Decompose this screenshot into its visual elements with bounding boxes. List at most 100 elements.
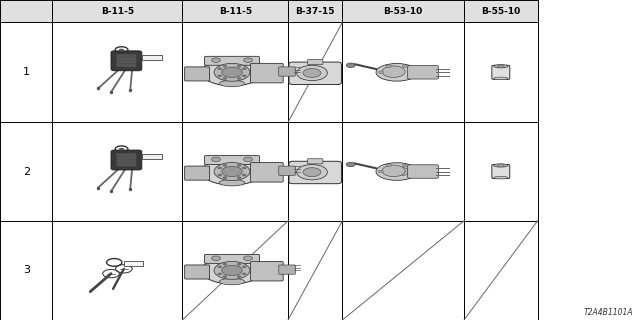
FancyBboxPatch shape: [250, 63, 283, 83]
FancyBboxPatch shape: [408, 66, 438, 79]
Circle shape: [211, 157, 220, 162]
Bar: [464, 221, 538, 320]
Text: B-11-5: B-11-5: [219, 7, 252, 16]
Bar: [342, 0, 464, 22]
Circle shape: [244, 58, 253, 62]
FancyBboxPatch shape: [184, 265, 210, 279]
Circle shape: [214, 63, 250, 81]
Bar: [182, 22, 288, 122]
Circle shape: [378, 170, 383, 173]
FancyBboxPatch shape: [250, 163, 283, 182]
Ellipse shape: [398, 168, 408, 175]
Text: T2A4B1101A: T2A4B1101A: [584, 308, 634, 317]
Bar: [288, 221, 342, 320]
Bar: [52, 0, 182, 22]
Ellipse shape: [376, 63, 418, 81]
Circle shape: [244, 256, 253, 260]
Circle shape: [211, 58, 220, 62]
Ellipse shape: [497, 164, 504, 166]
Bar: [0, 221, 52, 320]
Bar: [124, 261, 143, 266]
Circle shape: [382, 165, 405, 177]
Ellipse shape: [497, 65, 504, 67]
FancyBboxPatch shape: [116, 160, 136, 163]
FancyBboxPatch shape: [289, 62, 342, 84]
Ellipse shape: [202, 257, 262, 284]
Ellipse shape: [394, 165, 412, 178]
Circle shape: [223, 65, 227, 67]
FancyBboxPatch shape: [111, 150, 142, 170]
Bar: [182, 221, 288, 320]
Circle shape: [237, 65, 241, 67]
Circle shape: [402, 65, 407, 68]
FancyBboxPatch shape: [289, 161, 342, 184]
Circle shape: [223, 276, 227, 277]
FancyBboxPatch shape: [279, 265, 296, 274]
Ellipse shape: [202, 59, 262, 86]
Ellipse shape: [219, 180, 245, 186]
Circle shape: [223, 77, 227, 79]
Circle shape: [243, 266, 246, 268]
Circle shape: [222, 265, 243, 276]
Circle shape: [378, 71, 383, 74]
Text: B-55-10: B-55-10: [481, 7, 520, 16]
Ellipse shape: [494, 77, 508, 80]
Text: B-11-5: B-11-5: [101, 7, 134, 16]
Circle shape: [223, 177, 227, 179]
Circle shape: [243, 68, 246, 70]
Text: B-53-10: B-53-10: [383, 7, 423, 16]
Text: B-37-15: B-37-15: [296, 7, 335, 16]
FancyBboxPatch shape: [116, 54, 136, 57]
FancyBboxPatch shape: [205, 56, 260, 65]
Bar: [342, 122, 464, 221]
Circle shape: [237, 276, 241, 277]
FancyBboxPatch shape: [116, 163, 136, 166]
Circle shape: [244, 157, 253, 162]
Circle shape: [346, 162, 355, 167]
Ellipse shape: [219, 80, 245, 87]
Circle shape: [119, 148, 124, 150]
Circle shape: [222, 166, 243, 177]
Bar: [52, 122, 182, 221]
Circle shape: [237, 177, 241, 179]
Circle shape: [297, 65, 328, 81]
Circle shape: [218, 266, 221, 268]
Bar: [288, 122, 342, 221]
FancyBboxPatch shape: [111, 51, 142, 71]
FancyBboxPatch shape: [116, 64, 136, 67]
FancyBboxPatch shape: [116, 154, 136, 156]
Bar: [142, 154, 163, 159]
Bar: [182, 122, 288, 221]
Bar: [342, 22, 464, 122]
Circle shape: [223, 164, 227, 166]
FancyBboxPatch shape: [205, 156, 260, 164]
Bar: [464, 22, 538, 122]
Circle shape: [218, 68, 221, 70]
FancyBboxPatch shape: [492, 164, 509, 179]
Bar: [0, 0, 52, 22]
Bar: [52, 22, 182, 122]
Bar: [342, 221, 464, 320]
Ellipse shape: [494, 65, 508, 68]
Ellipse shape: [219, 278, 245, 285]
Circle shape: [211, 256, 220, 260]
Circle shape: [218, 174, 221, 176]
FancyBboxPatch shape: [116, 157, 136, 160]
FancyBboxPatch shape: [184, 166, 210, 180]
Bar: [0, 22, 52, 122]
FancyBboxPatch shape: [307, 60, 323, 65]
Circle shape: [218, 273, 221, 275]
Circle shape: [303, 68, 321, 77]
Bar: [142, 55, 163, 60]
Circle shape: [382, 66, 405, 77]
Circle shape: [243, 273, 246, 275]
FancyBboxPatch shape: [492, 65, 509, 79]
Ellipse shape: [376, 163, 418, 180]
Ellipse shape: [202, 158, 262, 185]
Ellipse shape: [494, 176, 508, 179]
Text: 1: 1: [23, 67, 29, 77]
FancyBboxPatch shape: [116, 58, 136, 60]
Circle shape: [297, 164, 328, 180]
Circle shape: [218, 167, 221, 169]
Bar: [464, 122, 538, 221]
